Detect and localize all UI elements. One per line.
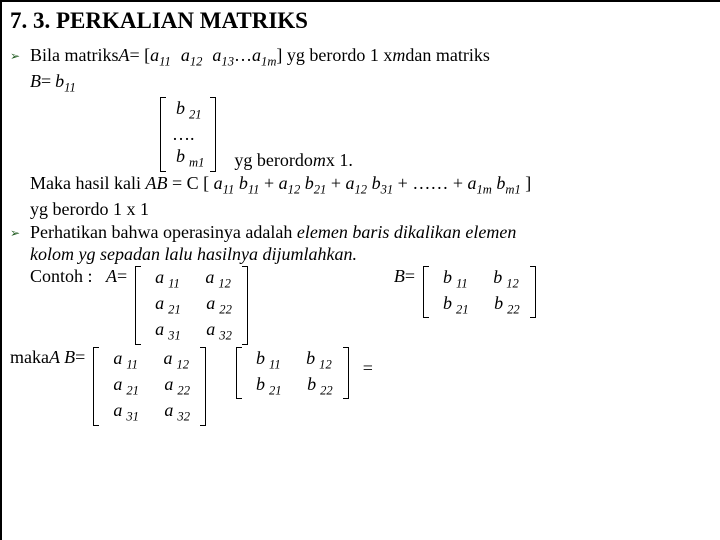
bullet-1-body: Bila matriks A = [ a11 a12 a13 … a1m ] y… [30, 44, 531, 221]
matrix-B-prod: b11 b12 b21 b22 [236, 347, 349, 400]
matrix-A-prod: a11 a12 a21 a22 a31 a32 [93, 347, 206, 426]
var-m: m [392, 44, 405, 67]
var-AB: AB [145, 173, 167, 193]
plus: + [331, 173, 346, 193]
plus: + [264, 173, 279, 193]
bracket-left-icon [93, 347, 99, 426]
text: ] [525, 173, 531, 193]
b21: b21 [168, 97, 208, 123]
line: kolom yg sepadan lalu hasilnya dijumlahk… [30, 243, 536, 266]
bracket-right-icon [200, 347, 206, 426]
text: = C [ [172, 173, 209, 193]
bracket-left-icon [236, 347, 242, 400]
text: ] yg berordo 1 x [276, 44, 392, 67]
chevron-right-icon: ➢ [10, 226, 24, 241]
bracket-left-icon [135, 266, 141, 345]
text: maka [10, 347, 49, 368]
b-col: b21 …. bm1 yg berordo m x 1. [30, 97, 531, 172]
bracket-right-icon [530, 266, 536, 319]
bracket-left-icon [423, 266, 429, 319]
text: Bila matriks [30, 44, 119, 67]
product-row: maka A B = a11 a12 a21 a22 a31 a32 b11 b… [10, 347, 712, 426]
text: x 1. [326, 149, 353, 172]
var-B: B [30, 70, 41, 93]
label-contoh: Contoh : [30, 265, 106, 288]
b11: b11 [51, 70, 80, 96]
line-order3: yg berordo 1 x 1 [30, 198, 531, 221]
var-m: m [313, 149, 326, 172]
term: a12 b31 [345, 173, 393, 193]
page: 7. 3. PERKALIAN MATRIKS ➢ Bila matriks A… [0, 0, 720, 540]
bracket-left-icon [160, 97, 166, 172]
text: Perhatikan bahwa operasinya adalah [30, 222, 297, 242]
matrix-B-col: b21 …. bm1 [160, 97, 216, 172]
ldots: + …… + [398, 173, 468, 193]
var-A: A [119, 44, 130, 67]
eq: = [117, 265, 127, 288]
line-result: Maka hasil kali AB = C [ a11 b11 + a12 b… [30, 172, 531, 198]
bullet-2-body: Perhatikan bahwa operasinya adalah eleme… [30, 221, 536, 345]
term: a11 b11 [214, 173, 260, 193]
text: dan matriks [405, 44, 489, 67]
line: Perhatikan bahwa operasinya adalah eleme… [30, 221, 536, 244]
term: a12 b21 [279, 173, 327, 193]
var-A: A [106, 265, 117, 288]
a12: a12 [181, 44, 203, 70]
vdots: …. [168, 123, 208, 146]
bracket-right-icon [242, 266, 248, 345]
term: a1m bm1 [467, 173, 520, 193]
eq: = [75, 347, 85, 368]
section-title: 7. 3. PERKALIAN MATRIKS [10, 8, 712, 34]
chevron-right-icon: ➢ [10, 49, 24, 64]
eq-tail: = [363, 358, 373, 379]
matrix-A: a11 a12 a21 a22 a31 a32 [135, 266, 248, 345]
line-1: Bila matriks A = [ a11 a12 a13 … a1m ] y… [30, 44, 531, 70]
line-B: B = b11 [30, 70, 531, 96]
text: Maka hasil kali [30, 173, 145, 193]
matrix-B: b11 b12 b21 b22 [423, 266, 536, 319]
var-AB: A B [49, 347, 75, 368]
bullet-item-2: ➢ Perhatikan bahwa operasinya adalah ele… [10, 221, 712, 345]
text: yg berordo [234, 149, 312, 172]
bracket-right-icon [343, 347, 349, 400]
example-row: Contoh : A = a11 a12 a21 a22 a31 a32 [30, 266, 536, 345]
eq: = [41, 70, 51, 93]
bullet-item-1: ➢ Bila matriks A = [ a11 a12 a13 … a1m ]… [10, 44, 712, 221]
bm1: bm1 [168, 145, 208, 171]
dots: … [234, 44, 252, 67]
var-B: B [394, 265, 405, 288]
a1m: a1m [252, 44, 276, 70]
a11: a11 [150, 44, 171, 70]
a13: a13 [212, 44, 234, 70]
eq: = [405, 265, 415, 288]
text: = [ [130, 44, 151, 67]
em: elemen baris dikalikan elemen [297, 222, 516, 242]
